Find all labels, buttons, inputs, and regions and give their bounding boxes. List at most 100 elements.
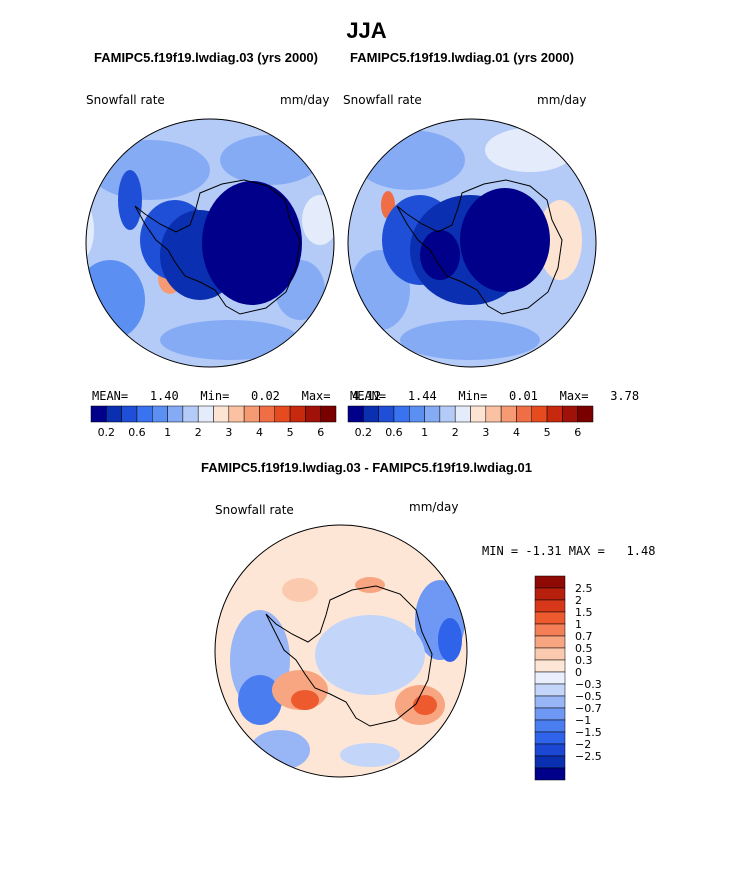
colorbar-swatch [485,405,502,423]
colorbar-tick-label: 0.2 [355,426,373,439]
colorbar-tick-label: −0.3 [575,678,602,691]
colorbar-tick-label: −0.7 [575,702,602,715]
colorbar-swatch [534,683,566,697]
colorbar-swatch [534,635,566,649]
colorbar-swatch [531,405,548,423]
colorbar-swatch [516,405,532,423]
colorbar-swatch [136,405,153,423]
left-units-label: mm/day [280,93,330,107]
colorbar-tick-label: 0.6 [385,426,403,439]
colorbar-tick-label: 0.7 [575,630,593,643]
colorbar-tick-label: −1 [575,714,591,727]
colorbar-swatch [90,405,107,423]
colorbar-swatch [546,405,563,423]
colorbar-swatch [470,405,487,423]
left-stats: MEAN= 1.40 Min= 0.02 Max= 4.12 [92,389,382,403]
colorbar-swatch [228,405,245,423]
colorbar-swatch [152,405,168,423]
difference-map [215,525,467,777]
colorbar-tick-label: 5 [287,426,294,439]
colorbar-tick-label: 6 [317,426,324,439]
colorbar-swatch [454,405,471,423]
colorbar-swatch [243,405,260,423]
colorbar-tick-label: 5 [544,426,551,439]
colorbar-swatch [409,405,425,423]
colorbar-tick-label: 0.5 [575,642,593,655]
difference-variable-label: Snowfall rate [215,503,294,517]
colorbar-swatch [106,405,122,423]
colorbar-swatch [274,405,291,423]
colorbar-tick-label: 2 [452,426,459,439]
colorbar-swatch [534,755,566,769]
colorbar-tick-label: 4 [256,426,263,439]
colorbar-swatch [289,405,306,423]
colorbar-swatch [167,405,184,423]
colorbar-tick-label: 1.5 [575,606,593,619]
colorbar-swatch [305,405,321,423]
colorbar-tick-label: 3 [482,426,489,439]
colorbar-tick-label: −2.5 [575,750,602,763]
colorbar-swatch [534,599,566,613]
colorbar-swatch [439,405,456,423]
colorbar-swatch [534,647,566,661]
colorbar-swatch [500,405,517,423]
colorbar-swatch [363,405,379,423]
colorbar-swatch [259,405,275,423]
colorbar-swatch [197,405,214,423]
colorbar-tick-label: 0.3 [575,654,593,667]
case-a-title: FAMIPC5.f19f19.lwdiag.03 (yrs 2000) [94,50,318,65]
difference-stats: MIN = -1.31 MAX = 1.48 [482,544,656,558]
colorbar-tick-label: 4 [513,426,520,439]
colorbar-swatch [534,659,566,673]
colorbar-swatch [182,405,199,423]
left-colorbar: 0.2 0.6 1 2 3 4 5 6 [90,405,337,439]
colorbar-tick-label: 0.6 [128,426,146,439]
page-title: JJA [346,18,387,43]
right-units-label: mm/day [537,93,587,107]
colorbar-tick-label: −1.5 [575,726,602,739]
difference-units-label: mm/day [409,500,459,514]
colorbar-swatch [534,767,566,781]
colorbar-swatch [534,743,566,757]
colorbar-swatch [378,405,395,423]
left-variable-label: Snowfall rate [86,93,165,107]
colorbar-swatch [534,587,566,601]
right-coastline [396,179,563,315]
colorbar-tick-label: 0 [575,666,582,679]
colorbar-tick-label: 2 [195,426,202,439]
colorbar-tick-label: 1 [164,426,171,439]
left-map [86,119,334,367]
colorbar-swatch [320,405,337,423]
colorbar-swatch [577,405,594,423]
difference-coastline [265,585,433,727]
right-map [348,119,596,367]
colorbar-swatch [393,405,410,423]
right-stats: MEAN= 1.44 Min= 0.01 Max= 3.78 [350,389,640,403]
colorbar-tick-label: 6 [574,426,581,439]
right-colorbar: 0.2 0.6 1 2 3 4 5 6 [347,405,594,439]
colorbar-swatch [534,623,566,637]
colorbar-swatch [121,405,138,423]
colorbar-swatch [213,405,230,423]
colorbar-swatch [534,695,566,709]
colorbar-swatch [534,719,566,733]
right-variable-label: Snowfall rate [343,93,422,107]
left-coastline [134,179,301,315]
difference-title: FAMIPC5.f19f19.lwdiag.03 - FAMIPC5.f19f1… [201,460,532,475]
colorbar-tick-label: 0.2 [98,426,116,439]
colorbar-swatch [534,707,566,721]
colorbar-swatch [424,405,441,423]
colorbar-tick-label: 2.5 [575,582,593,595]
colorbar-swatch [534,671,566,685]
colorbar-tick-label: −0.5 [575,690,602,703]
case-b-title: FAMIPC5.f19f19.lwdiag.01 (yrs 2000) [350,50,574,65]
colorbar-tick-label: 2 [575,594,582,607]
colorbar-swatch [347,405,364,423]
colorbar-tick-label: −2 [575,738,591,751]
colorbar-swatch [534,575,566,589]
colorbar-tick-label: 3 [225,426,232,439]
colorbar-swatch [534,731,566,745]
colorbar-swatch [534,611,566,625]
colorbar-swatch [562,405,578,423]
